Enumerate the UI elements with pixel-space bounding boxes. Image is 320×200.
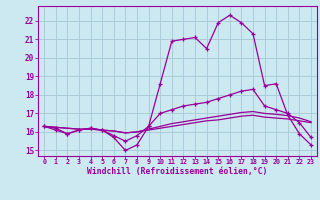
X-axis label: Windchill (Refroidissement éolien,°C): Windchill (Refroidissement éolien,°C) [87, 167, 268, 176]
